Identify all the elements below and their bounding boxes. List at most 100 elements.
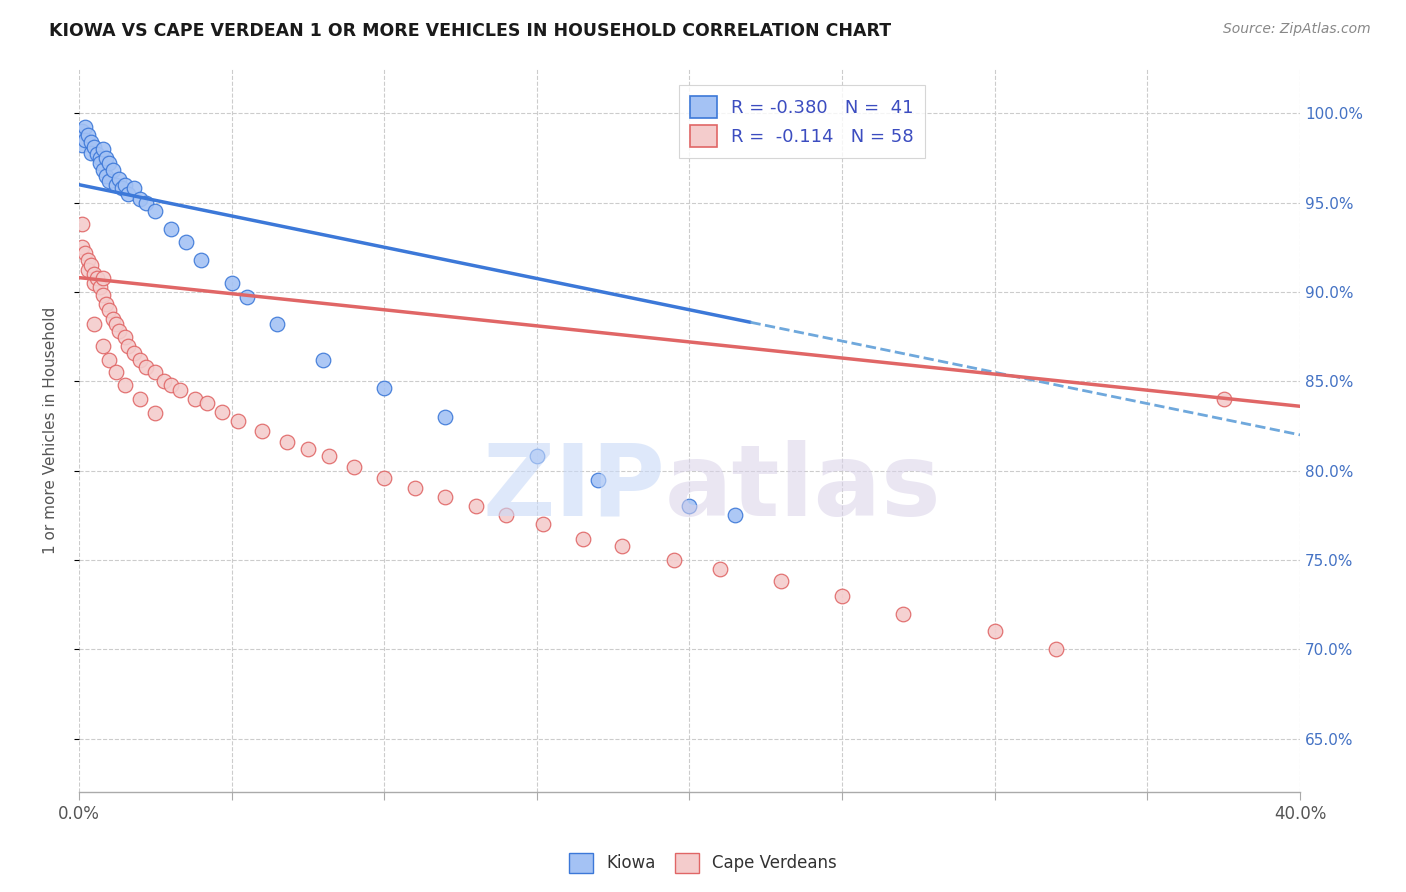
Point: [86, 147, 108, 161]
Point: [98, 352, 121, 367]
Point: [211, 404, 233, 418]
Point: [114, 178, 136, 192]
Point: [89, 156, 111, 170]
Point: [373, 381, 395, 395]
Point: [70, 240, 93, 254]
Point: [77, 128, 100, 142]
Point: [89, 279, 111, 293]
Point: [318, 450, 340, 464]
Point: [129, 352, 152, 367]
Point: [98, 156, 121, 170]
Point: [159, 222, 181, 236]
Text: atlas: atlas: [665, 440, 942, 537]
Point: [526, 450, 548, 464]
Point: [77, 252, 100, 267]
Point: [297, 442, 319, 457]
Text: KIOWA VS CAPE VERDEAN 1 OR MORE VEHICLES IN HOUSEHOLD CORRELATION CHART: KIOWA VS CAPE VERDEAN 1 OR MORE VEHICLES…: [49, 22, 891, 40]
Point: [770, 574, 793, 589]
Point: [531, 517, 554, 532]
Point: [93, 288, 115, 302]
Point: [571, 532, 593, 546]
Point: [831, 589, 853, 603]
Point: [343, 460, 366, 475]
Point: [434, 409, 457, 424]
Point: [80, 258, 103, 272]
Point: [709, 562, 731, 576]
Point: [153, 374, 176, 388]
Point: [107, 324, 129, 338]
Point: [724, 508, 747, 523]
Point: [96, 169, 118, 183]
Point: [129, 392, 152, 406]
Point: [114, 377, 136, 392]
Legend: Kiowa, Cape Verdeans: Kiowa, Cape Verdeans: [562, 847, 844, 880]
Point: [250, 425, 273, 439]
Point: [135, 195, 157, 210]
Point: [70, 138, 93, 153]
Text: ZIP: ZIP: [482, 440, 665, 537]
Point: [111, 181, 134, 195]
Point: [93, 142, 115, 156]
Point: [373, 471, 395, 485]
Point: [612, 539, 634, 553]
Point: [83, 317, 105, 331]
Point: [80, 145, 103, 160]
Point: [114, 329, 136, 343]
Point: [70, 217, 93, 231]
Point: [226, 413, 249, 427]
Point: [73, 245, 96, 260]
Point: [195, 395, 218, 409]
Point: [98, 174, 121, 188]
Point: [73, 120, 96, 135]
Point: [101, 163, 124, 178]
Point: [266, 317, 288, 331]
Point: [70, 124, 93, 138]
Point: [664, 553, 686, 567]
Point: [77, 263, 100, 277]
Point: [122, 345, 145, 359]
Point: [117, 186, 139, 201]
Point: [89, 151, 111, 165]
Point: [96, 297, 118, 311]
Point: [174, 235, 197, 249]
Point: [143, 365, 166, 379]
Point: [434, 491, 457, 505]
Point: [678, 500, 700, 514]
Point: [96, 151, 118, 165]
Point: [80, 135, 103, 149]
Point: [495, 508, 517, 523]
Point: [169, 383, 191, 397]
Point: [107, 172, 129, 186]
Point: [159, 377, 181, 392]
Point: [586, 473, 609, 487]
Point: [86, 270, 108, 285]
Point: [73, 133, 96, 147]
Legend: R = -0.380   N =  41, R =  -0.114   N = 58: R = -0.380 N = 41, R = -0.114 N = 58: [679, 85, 925, 158]
Point: [221, 276, 243, 290]
Point: [236, 290, 259, 304]
Point: [93, 270, 115, 285]
Point: [93, 338, 115, 352]
Point: [117, 338, 139, 352]
Point: [135, 359, 157, 374]
Point: [143, 204, 166, 219]
Y-axis label: 1 or more Vehicles in Household: 1 or more Vehicles in Household: [44, 307, 58, 554]
Point: [129, 192, 152, 206]
Point: [190, 252, 212, 267]
Point: [83, 276, 105, 290]
Point: [104, 178, 127, 192]
Point: [404, 482, 426, 496]
Point: [984, 624, 1007, 639]
Point: [122, 181, 145, 195]
Point: [98, 302, 121, 317]
Point: [464, 500, 486, 514]
Point: [1045, 642, 1067, 657]
Point: [184, 392, 207, 406]
Point: [83, 140, 105, 154]
Point: [891, 607, 914, 621]
Point: [83, 267, 105, 281]
Point: [93, 163, 115, 178]
Point: [276, 435, 298, 450]
Point: [101, 311, 124, 326]
Point: [143, 406, 166, 420]
